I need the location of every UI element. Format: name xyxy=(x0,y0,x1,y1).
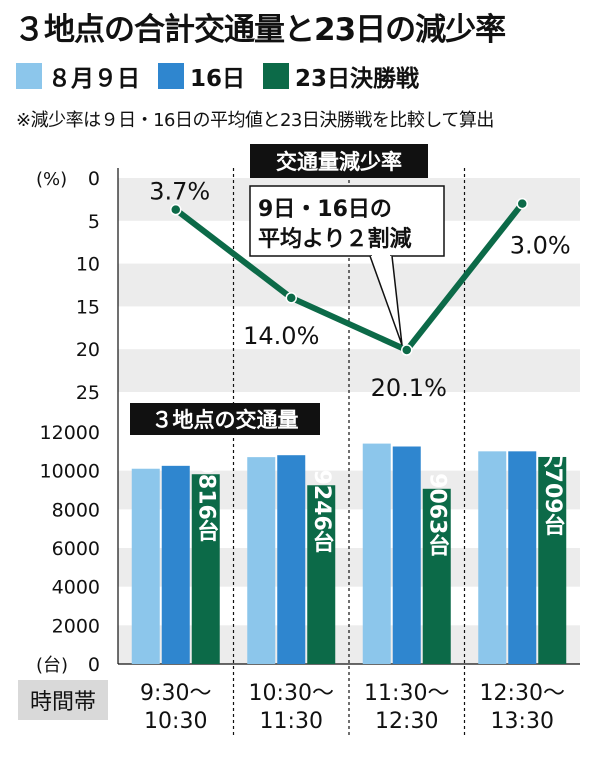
legend: ８月９日 16日 23日決勝戦 xyxy=(16,60,437,92)
bar-y-tick-label: 12000 xyxy=(40,422,100,444)
callout-line-2: 平均より２割減 xyxy=(258,226,412,252)
final-bar-value-label: 9816台 xyxy=(193,459,218,543)
legend-item-aug9: ８月９日 xyxy=(16,59,140,93)
time-tick-label-top: 10:30〜 xyxy=(249,681,334,706)
reduction-value-label: 3.0% xyxy=(510,232,571,260)
reduction-point xyxy=(401,344,413,356)
reduction-line xyxy=(173,201,525,354)
time-tick-label-top: 9:30〜 xyxy=(140,681,211,706)
line-title: 交通量減少率 xyxy=(276,150,402,174)
callout-pointer xyxy=(369,255,403,346)
final-bar-value-label: 9246台 xyxy=(309,470,334,554)
bar-aug9 xyxy=(362,443,391,664)
legend-label-aug16: 16日 xyxy=(190,66,246,92)
final-bar-value-label: 9063台 xyxy=(424,473,449,557)
bar-y-tick-label: 10000 xyxy=(40,461,100,483)
time-tick-label-bottom: 11:30 xyxy=(260,709,323,734)
legend-label-final: 23日決勝戦 xyxy=(295,66,420,92)
bar-aug16 xyxy=(508,451,537,664)
final-bar-value-label: 1万709台 xyxy=(540,430,567,536)
bar-aug16 xyxy=(161,465,190,664)
legend-swatch-aug9 xyxy=(16,63,42,89)
time-axis-label-box xyxy=(18,680,108,720)
bar-aug16 xyxy=(277,455,306,664)
bar-title: ３地点の交通量 xyxy=(152,408,299,432)
line-y-axis-unit: (%) xyxy=(36,169,67,190)
line-y-tick-label: 25 xyxy=(76,382,100,404)
legend-swatch-aug16 xyxy=(158,63,184,89)
time-tick-label-top: 11:30〜 xyxy=(364,681,449,706)
reduction-point xyxy=(516,197,528,210)
time-tick-label-bottom: 13:30 xyxy=(491,709,554,734)
bar-y-tick-label: 4000 xyxy=(52,577,100,599)
bar-aug16 xyxy=(392,446,421,664)
chart-note: ※減少率は９日・16日の平均値と23日決勝戦を比較して算出 xyxy=(16,110,494,131)
bar-final xyxy=(422,488,451,664)
bar-aug9 xyxy=(131,468,160,664)
time-axis-label: 時間帯 xyxy=(30,690,96,715)
legend-item-aug16: 16日 xyxy=(158,59,245,93)
legend-item-final: 23日決勝戦 xyxy=(263,59,419,93)
time-tick-label-top: 12:30〜 xyxy=(480,681,565,706)
bar-y-axis-unit: (台) xyxy=(36,655,68,676)
chart-title: ３地点の合計交通量と23日の減少率 xyxy=(14,12,506,48)
bar-y-tick-label: 8000 xyxy=(52,499,100,521)
bar-y-tick-label: 6000 xyxy=(52,538,100,560)
bar-title-box xyxy=(130,403,320,435)
legend-swatch-final xyxy=(263,63,290,89)
reduction-value-label: 20.1% xyxy=(371,374,447,402)
line-title-box xyxy=(250,144,428,178)
reduction-value-label: 14.0% xyxy=(243,322,319,350)
bar-y-tick-label: 0 xyxy=(88,654,100,676)
bar-aug9 xyxy=(478,451,507,664)
line-y-tick-label: 15 xyxy=(76,296,100,318)
reduction-point xyxy=(170,203,182,216)
line-y-tick-label: 20 xyxy=(76,339,100,361)
time-tick-label-bottom: 12:30 xyxy=(375,709,438,734)
callout-line-1: 9日・16日の xyxy=(258,197,392,222)
time-tick-label-bottom: 10:30 xyxy=(144,709,207,734)
legend-label-aug9: ８月９日 xyxy=(48,66,140,92)
bar-y-tick-label: 2000 xyxy=(52,615,100,637)
bar-final xyxy=(191,474,220,664)
bar-final xyxy=(538,456,567,664)
line-y-tick-label: 10 xyxy=(76,254,100,276)
line-y-tick-label: 5 xyxy=(88,211,100,233)
reduction-point xyxy=(285,292,297,304)
reduction-value-label: 3.7% xyxy=(149,178,210,206)
callout-box xyxy=(249,185,445,257)
bar-final xyxy=(307,485,336,664)
line-y-tick-label: 0 xyxy=(88,168,100,190)
bar-aug9 xyxy=(247,457,276,664)
